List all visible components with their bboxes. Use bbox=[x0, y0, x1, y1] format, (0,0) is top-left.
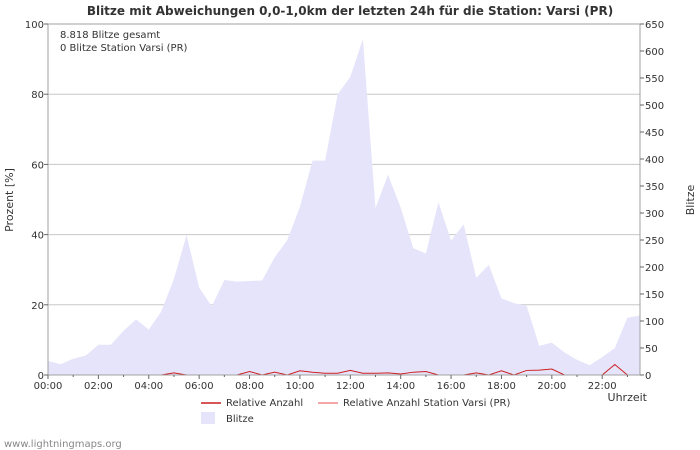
right-tick-label-0: 0 bbox=[645, 371, 651, 382]
right-tick-label-8: 400 bbox=[645, 155, 664, 166]
x-tick-label-7: 14:00 bbox=[386, 381, 415, 392]
x-tick-label-8: 16:00 bbox=[437, 381, 466, 392]
left-tick-label-1: 20 bbox=[31, 301, 44, 312]
x-tick-label-11: 22:00 bbox=[588, 381, 617, 392]
right-tick-label-7: 350 bbox=[645, 182, 664, 193]
legend-blitze-swatch bbox=[201, 412, 215, 424]
x-tick-label-10: 20:00 bbox=[537, 381, 566, 392]
x-axis-label: Uhrzeit bbox=[608, 391, 648, 404]
right-tick-label-6: 300 bbox=[645, 209, 664, 220]
x-tick-label-9: 18:00 bbox=[487, 381, 516, 392]
left-axis-ticks: 0 20 40 60 80 100 bbox=[25, 20, 48, 382]
blitze-area bbox=[48, 39, 640, 376]
right-tick-label-12: 600 bbox=[645, 47, 664, 58]
x-tick-label-1: 02:00 bbox=[84, 381, 113, 392]
right-tick-label-5: 250 bbox=[645, 236, 664, 247]
legend-blitze-label: Blitze bbox=[226, 414, 254, 425]
info-station: 0 Blitze Station Varsi (PR) bbox=[60, 43, 188, 54]
right-tick-label-9: 450 bbox=[645, 128, 664, 139]
info-total: 8.818 Blitze gesamt bbox=[60, 30, 160, 41]
right-tick-label-1: 50 bbox=[645, 344, 658, 355]
right-tick-label-3: 150 bbox=[645, 290, 664, 301]
left-tick-label-5: 100 bbox=[25, 20, 44, 31]
right-axis-ticks: 0 50 100 150 200 250 300 350 400 450 500 550 600 650 bbox=[640, 20, 664, 382]
legend-relative-label: Relative Anzahl bbox=[226, 398, 303, 409]
legend-relative-station-label: Relative Anzahl Station Varsi (PR) bbox=[343, 398, 510, 409]
right-tick-label-4: 200 bbox=[645, 263, 664, 274]
x-tick-label-4: 08:00 bbox=[235, 381, 264, 392]
left-tick-label-2: 40 bbox=[31, 231, 44, 242]
credit-text: www.lightningmaps.org bbox=[4, 439, 122, 450]
right-tick-label-13: 650 bbox=[645, 20, 664, 31]
right-axis-label: Blitze bbox=[684, 185, 697, 216]
x-tick-label-3: 06:00 bbox=[185, 381, 214, 392]
x-axis-ticks: 00:00 02:00 04:00 06:00 08:00 10:00 12:00 14:00… bbox=[34, 375, 628, 392]
x-tick-label-0: 00:00 bbox=[34, 381, 63, 392]
chart-title: Blitze mit Abweichungen 0,0-1,0km der le… bbox=[87, 4, 613, 18]
left-tick-label-0: 0 bbox=[38, 371, 44, 382]
right-tick-label-10: 500 bbox=[645, 101, 664, 112]
left-tick-label-3: 60 bbox=[31, 160, 44, 171]
x-tick-label-5: 10:00 bbox=[286, 381, 315, 392]
right-tick-label-11: 550 bbox=[645, 74, 664, 85]
x-tick-label-2: 04:00 bbox=[134, 381, 163, 392]
right-tick-label-2: 100 bbox=[645, 317, 664, 328]
x-tick-label-6: 12:00 bbox=[336, 381, 365, 392]
plot-frame bbox=[47, 23, 641, 376]
left-tick-label-4: 80 bbox=[31, 90, 44, 101]
left-axis-label: Prozent [%] bbox=[3, 168, 16, 232]
